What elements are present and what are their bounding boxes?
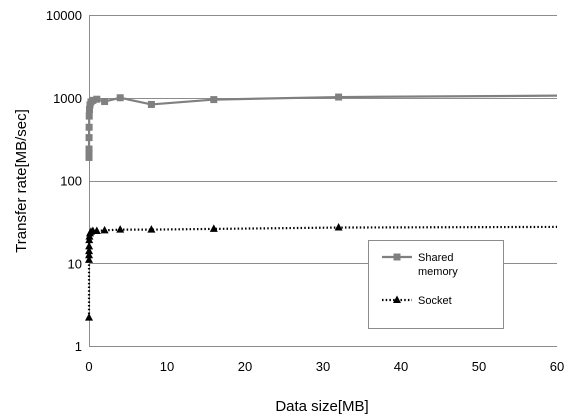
y-tick-label-1000: 1000 <box>53 91 82 106</box>
data-point-shared-memory-15 <box>335 93 343 101</box>
series-shared-memory <box>85 93 558 161</box>
data-point-socket-2 <box>85 250 94 259</box>
y-tick-label-10000: 10000 <box>46 8 82 23</box>
data-point-socket-12 <box>116 225 125 233</box>
x-tick-label-40: 40 <box>394 359 408 374</box>
series-socket <box>85 223 558 321</box>
legend-label-shared-memory-1: memory <box>418 266 458 278</box>
data-point-shared-memory-2 <box>85 145 93 153</box>
data-point-socket-10 <box>92 226 101 235</box>
y-tick-label-1: 1 <box>75 339 82 354</box>
data-point-socket-3 <box>85 246 94 255</box>
data-point-socket-13 <box>147 225 156 233</box>
data-point-socket-11 <box>100 225 109 234</box>
series-line-shared-memory <box>87 94 558 158</box>
x-tick-label-20: 20 <box>238 359 252 374</box>
data-point-socket-4 <box>85 241 94 250</box>
data-point-shared-memory-9 <box>89 96 97 104</box>
data-point-shared-memory-13 <box>147 100 155 108</box>
x-axis-ticks: 0 10 20 30 40 50 60 <box>85 359 564 374</box>
y-axis-title: Transfer rate[MB/sec] <box>13 109 30 253</box>
data-point-socket-0 <box>85 313 94 321</box>
legend-marker-shared-memory <box>393 253 401 261</box>
legend-marker-socket <box>393 295 401 303</box>
data-point-socket-15 <box>334 223 343 231</box>
x-tick-label-10: 10 <box>160 359 174 374</box>
x-tick-label-0: 0 <box>85 359 92 374</box>
legend: Shared memory Socket <box>368 240 504 329</box>
data-point-shared-memory-3 <box>85 134 93 142</box>
data-point-shared-memory-6 <box>85 106 93 114</box>
data-point-shared-memory-0 <box>85 153 93 161</box>
series-layer <box>85 93 558 321</box>
data-point-shared-memory-14 <box>210 96 218 104</box>
data-point-socket-1 <box>85 255 94 263</box>
legend-label-socket: Socket <box>418 295 452 307</box>
x-axis-title: Data size[MB] <box>275 398 368 415</box>
y-axis-ticks: 1 10 100 1000 10000 <box>46 8 82 354</box>
x-tick-label-30: 30 <box>316 359 330 374</box>
x-tick-label-60: 60 <box>550 359 564 374</box>
data-point-shared-memory-1 <box>85 149 93 157</box>
y-tick-label-10: 10 <box>68 256 82 271</box>
data-point-shared-memory-11 <box>101 98 109 106</box>
legend-label-shared-memory-0: Shared <box>418 252 453 264</box>
y-tick-label-100: 100 <box>60 174 82 189</box>
data-point-shared-memory-4 <box>85 123 93 131</box>
data-point-shared-memory-12 <box>116 94 124 102</box>
x-tick-label-50: 50 <box>472 359 486 374</box>
data-point-socket-14 <box>209 224 218 232</box>
data-point-shared-memory-10 <box>93 95 101 103</box>
legend-box <box>368 240 504 329</box>
data-point-shared-memory-5 <box>85 112 93 120</box>
